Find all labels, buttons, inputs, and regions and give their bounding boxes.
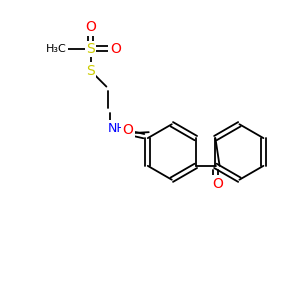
Text: NH: NH (108, 122, 127, 135)
Text: O: O (85, 20, 96, 34)
Text: O: O (110, 42, 121, 56)
Text: H₃C: H₃C (46, 44, 67, 54)
Text: S: S (86, 42, 95, 56)
Text: O: O (212, 177, 223, 191)
Text: S: S (86, 64, 95, 78)
Text: O: O (122, 123, 134, 137)
